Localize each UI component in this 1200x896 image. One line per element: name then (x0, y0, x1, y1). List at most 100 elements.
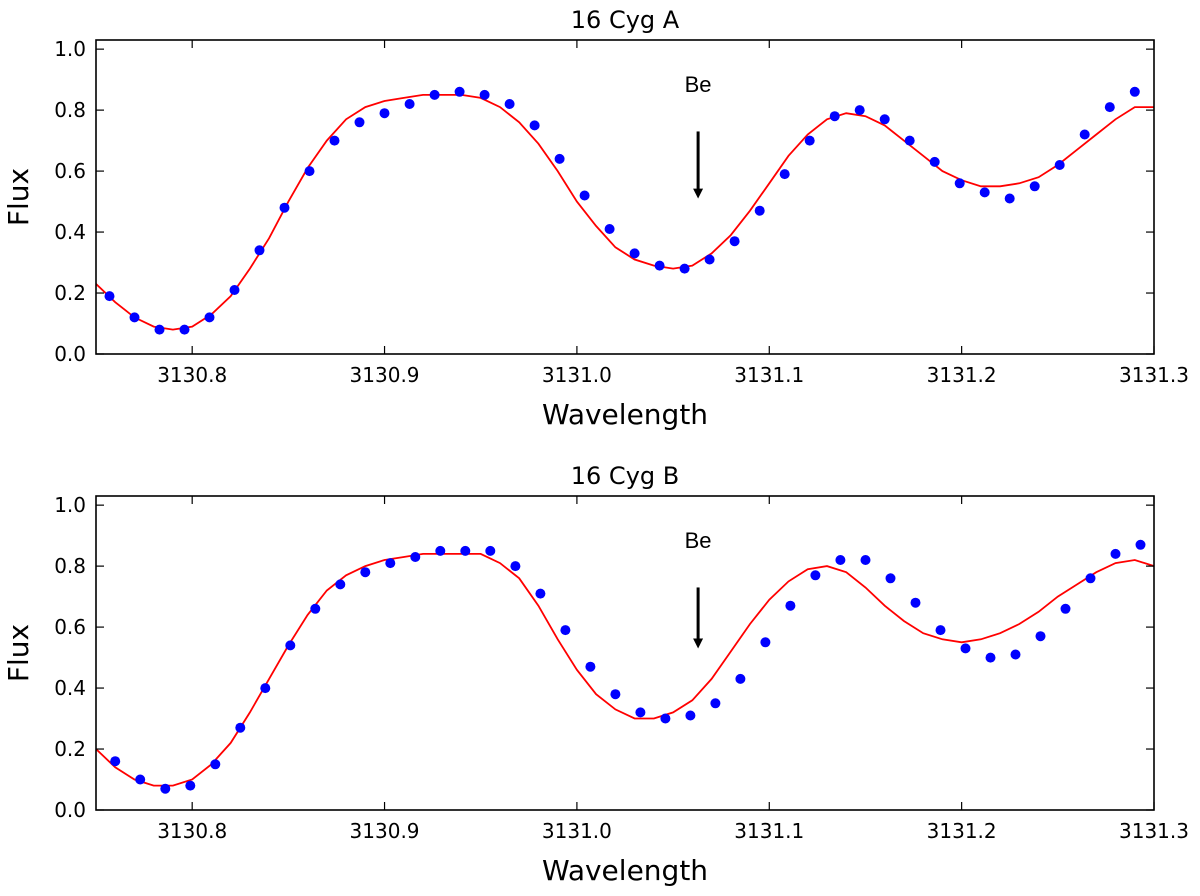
data-point (854, 105, 865, 116)
data-point (460, 545, 471, 556)
ticks: 3130.8 3130.9 3131.0 3131.1 3131.2 3131.3 0.0 0… (54, 493, 1189, 843)
data-point (304, 166, 315, 177)
data-point (604, 224, 615, 234)
data-point (735, 673, 746, 684)
data-point (104, 291, 115, 302)
data-point (1035, 631, 1046, 642)
plot-area (96, 86, 1154, 335)
data-point (1110, 548, 1121, 559)
data-point (329, 135, 340, 146)
x-tick-label: 3131.1 (734, 819, 804, 843)
panel-16-cyg-b: 16 Cyg B 3130.8 3130.9 3131.0 3131.1 3131.2 3… (2, 462, 1189, 887)
data-point (704, 254, 715, 265)
data-point (985, 652, 996, 663)
data-point (529, 120, 540, 131)
x-axis-label: Wavelength (542, 398, 708, 431)
data-point (110, 756, 121, 767)
data-point (210, 759, 221, 770)
data-point (1010, 649, 1021, 660)
y-tick-label: 0.0 (54, 342, 86, 366)
data-point (760, 637, 771, 648)
data-point (1004, 193, 1015, 204)
data-point (910, 597, 921, 608)
data-point (1135, 539, 1146, 550)
x-tick-label: 3131.3 (1119, 363, 1189, 387)
x-tick-label: 3130.9 (350, 363, 420, 387)
model-line (96, 94, 1154, 331)
data-point (235, 722, 246, 733)
data-point (860, 555, 871, 565)
annotation: Be (685, 72, 712, 199)
data-point (154, 324, 165, 335)
data-point (579, 190, 590, 201)
y-tick-label: 0.0 (54, 798, 86, 822)
data-point (185, 780, 196, 791)
data-point (479, 89, 490, 100)
data-point (135, 774, 146, 785)
data-point (935, 625, 946, 636)
data-point (810, 570, 821, 581)
annotation-label: Be (685, 528, 712, 553)
data-point (1129, 86, 1140, 97)
data-point (485, 545, 496, 556)
data-point (1079, 129, 1090, 140)
y-tick-label: 0.2 (54, 281, 86, 305)
y-axis-label: Flux (2, 168, 35, 226)
data-point (635, 707, 646, 718)
y-tick-label: 0.2 (54, 737, 86, 761)
data-point (585, 661, 596, 672)
panel-title: 16 Cyg B (571, 462, 679, 490)
x-tick-label: 3131.0 (542, 819, 612, 843)
y-axis-label: Flux (2, 624, 35, 682)
data-point (904, 135, 915, 146)
data-point (160, 783, 171, 794)
data-point (779, 169, 790, 180)
y-tick-label: 1.0 (54, 493, 86, 517)
x-tick-label: 3130.9 (350, 819, 420, 843)
data-point (254, 245, 265, 256)
data-point (835, 555, 846, 565)
data-point (610, 689, 621, 700)
ticks: 3130.8 3130.9 3131.0 3131.1 3131.2 3131.3 0.0 0… (54, 37, 1189, 387)
y-tick-label: 0.4 (54, 676, 86, 700)
data-point (560, 625, 571, 636)
data-point (279, 202, 290, 213)
data-point (660, 713, 671, 724)
data-point (260, 683, 271, 694)
axes-frame (95, 39, 1155, 355)
data-point (1054, 160, 1065, 170)
data-point (385, 558, 396, 569)
data-point (785, 600, 796, 611)
data-point (360, 567, 371, 578)
x-axis-label: Wavelength (542, 854, 708, 887)
data-point (885, 573, 896, 584)
data-point (879, 114, 890, 125)
x-tick-label: 3131.2 (927, 819, 997, 843)
annotation: Be (685, 528, 712, 649)
data-point (1060, 603, 1071, 614)
data-point (404, 99, 415, 109)
data-point (1104, 102, 1115, 113)
y-tick-label: 0.8 (54, 98, 86, 122)
y-tick-label: 0.6 (54, 615, 86, 639)
data-point (629, 248, 640, 259)
data-point (754, 205, 765, 216)
axes-frame (95, 495, 1155, 811)
data-point (285, 640, 296, 651)
data-point (954, 178, 965, 189)
x-tick-label: 3130.8 (157, 819, 227, 843)
data-point (1029, 181, 1040, 192)
data-point (729, 236, 740, 247)
data-point (310, 603, 321, 614)
data-point (335, 579, 346, 590)
data-point (679, 263, 690, 274)
x-tick-label: 3130.8 (157, 363, 227, 387)
x-tick-label: 3131.2 (927, 363, 997, 387)
panel-16-cyg-a: 16 Cyg A 3130.8 3130.9 3131.0 3131.1 3131.2 3… (2, 6, 1189, 431)
data-point (204, 312, 215, 323)
data-point (229, 285, 240, 295)
data-point (379, 108, 390, 119)
data-point (685, 710, 696, 721)
y-tick-label: 0.6 (54, 159, 86, 183)
